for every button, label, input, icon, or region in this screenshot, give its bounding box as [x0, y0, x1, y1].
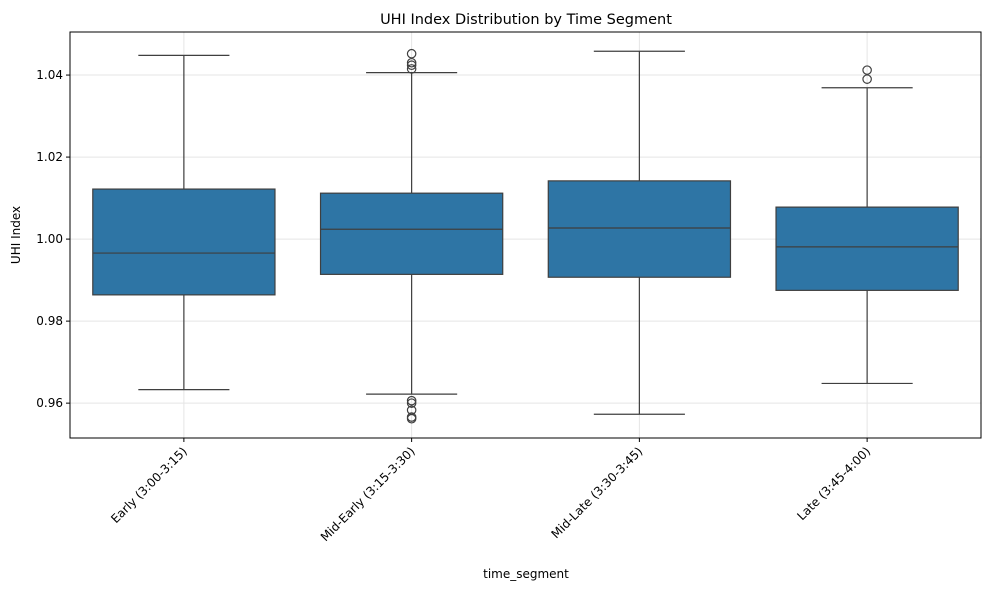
y-tick-label: 1.04 — [36, 68, 63, 82]
box-group — [547, 50, 732, 415]
box-group — [92, 54, 276, 391]
outlier-point — [406, 60, 417, 71]
y-tick-label: 0.98 — [36, 314, 63, 328]
box-series — [92, 48, 959, 424]
outlier-point — [862, 65, 872, 75]
box-body — [775, 206, 959, 291]
outlier-point — [406, 395, 417, 406]
box-body — [547, 180, 732, 278]
y-axis: 0.96 0.98 1.00 1.02 1.04 — [36, 68, 70, 410]
x-tick-label: Late (3:45-4:00) — [794, 444, 873, 523]
outlier-point — [406, 64, 417, 74]
chart-title: UHI Index Distribution by Time Segment — [380, 12, 672, 28]
y-tick-label: 0.96 — [36, 396, 63, 410]
y-axis-title: UHI Index — [9, 206, 23, 264]
outlier-point — [862, 74, 872, 84]
outlier-point — [406, 398, 417, 408]
outlier-point — [406, 57, 417, 68]
x-axis-title: time_segment — [483, 567, 569, 581]
box-body — [319, 192, 504, 275]
box-group — [775, 65, 959, 385]
x-tick-label: Early (3:00-3:15) — [108, 444, 190, 526]
x-axis: Early (3:00-3:15) Mid-Early (3:15-3:30) Mi… — [108, 438, 873, 544]
outlier-point — [406, 48, 417, 59]
box-group — [319, 48, 504, 424]
plot-frame — [69, 31, 982, 439]
x-tick-label: Mid-Late (3:30-3:45) — [549, 444, 646, 541]
y-tick-label: 1.00 — [36, 232, 63, 246]
outlier-point — [406, 413, 417, 424]
y-tick-label: 1.02 — [36, 150, 63, 164]
x-tick-label: Mid-Early (3:15-3:30) — [318, 444, 418, 544]
box-body — [92, 188, 276, 296]
